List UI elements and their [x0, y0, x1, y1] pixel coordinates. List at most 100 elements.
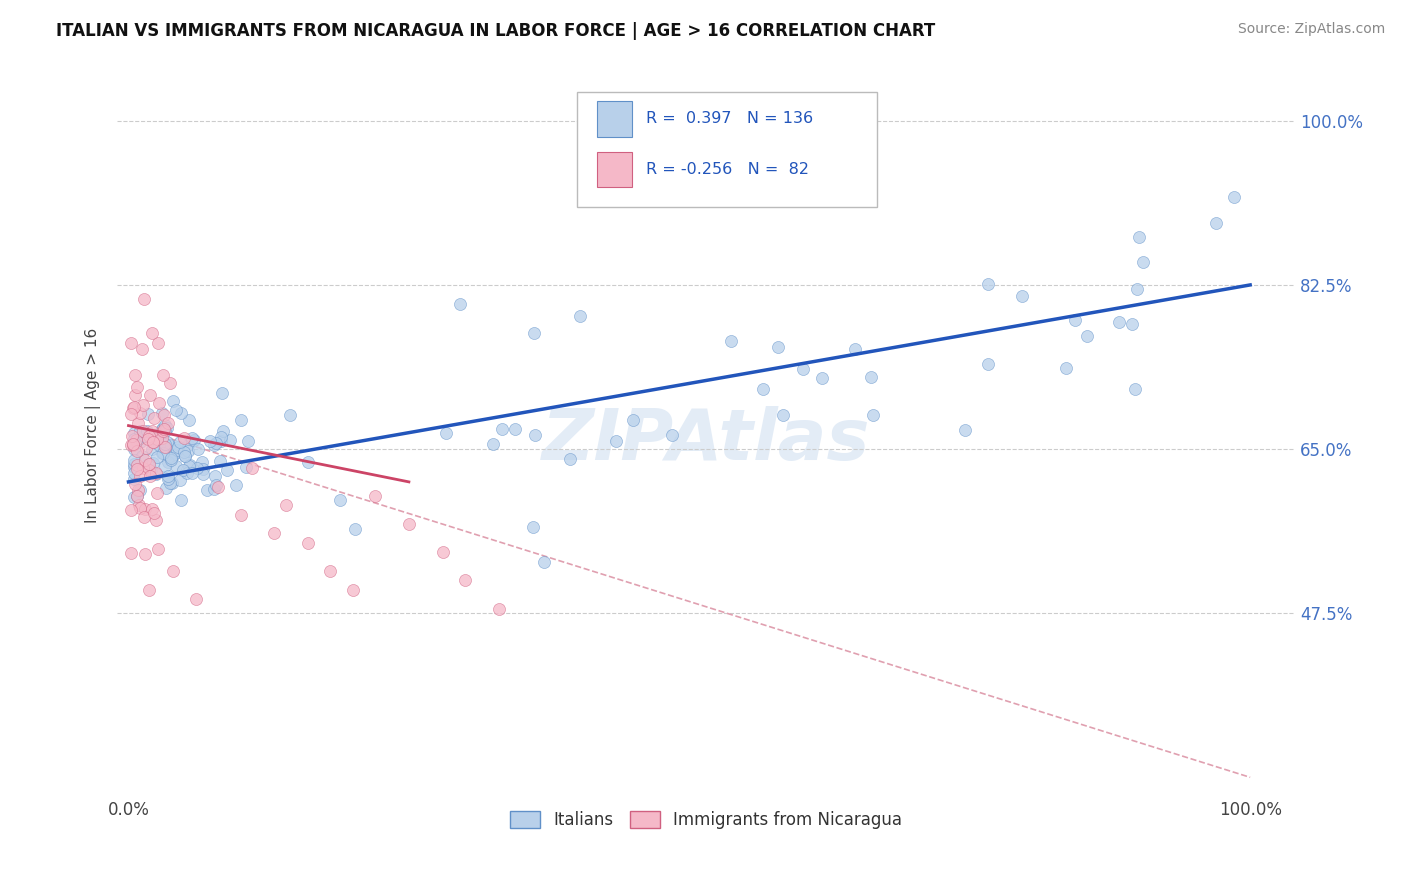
Point [198, 434, 221, 448]
Point [977, 277, 1000, 291]
Point [143, 428, 166, 442]
Point [129, 424, 152, 438]
Point [145, 513, 167, 527]
Point [191, 462, 214, 476]
Point [1054, 360, 1077, 375]
Point [165, 459, 187, 474]
Point [162, 564, 184, 578]
Legend: Italians, Immigrants from Nicaragua: Italians, Immigrants from Nicaragua [503, 805, 910, 836]
Point [364, 489, 387, 503]
Point [148, 438, 170, 452]
Point [162, 448, 184, 462]
Point [176, 437, 198, 451]
Point [132, 429, 155, 443]
Point [1125, 382, 1147, 396]
Point [976, 357, 998, 371]
Point [146, 336, 169, 351]
Point [150, 406, 173, 420]
Point [122, 401, 145, 415]
Point [142, 411, 165, 425]
Point [122, 426, 145, 441]
Point [297, 454, 319, 468]
Text: R =  0.397   N = 136: R = 0.397 N = 136 [647, 112, 813, 127]
Point [124, 388, 146, 402]
Point [152, 446, 174, 460]
Point [1223, 190, 1246, 204]
Point [141, 424, 163, 438]
Point [173, 444, 195, 458]
Point [128, 483, 150, 498]
Point [122, 460, 145, 475]
Point [772, 408, 794, 422]
Point [176, 466, 198, 480]
Point [135, 442, 157, 456]
Point [274, 499, 297, 513]
Bar [596, 101, 631, 136]
Point [142, 435, 165, 450]
Point [184, 592, 207, 607]
Point [122, 472, 145, 486]
Point [156, 416, 179, 430]
Point [153, 418, 176, 433]
Point [136, 432, 159, 446]
Point [533, 555, 555, 569]
Point [342, 582, 364, 597]
Point [132, 398, 155, 412]
Point [159, 453, 181, 467]
Point [150, 431, 173, 445]
Point [129, 406, 152, 420]
Point [120, 503, 142, 517]
Point [181, 431, 204, 445]
Point [153, 422, 176, 436]
Point [434, 425, 457, 440]
Point [215, 463, 238, 477]
Point [146, 432, 169, 446]
Point [454, 574, 477, 588]
Point [173, 449, 195, 463]
Point [146, 486, 169, 500]
Point [212, 424, 235, 438]
Point [149, 431, 172, 445]
Point [1108, 315, 1130, 329]
Point [211, 385, 233, 400]
Point [344, 522, 367, 536]
Point [240, 460, 263, 475]
Point [319, 564, 342, 578]
Point [523, 326, 546, 341]
Point [141, 456, 163, 470]
Point [165, 403, 187, 417]
Point [191, 455, 214, 469]
Point [174, 449, 197, 463]
Point [141, 462, 163, 476]
Point [153, 408, 176, 422]
Point [491, 422, 513, 436]
Point [720, 334, 742, 348]
Point [1132, 255, 1154, 269]
Point [152, 424, 174, 438]
Point [134, 502, 156, 516]
Point [128, 435, 150, 450]
Point [136, 457, 159, 471]
Point [138, 582, 160, 597]
Point [1121, 317, 1143, 331]
Point [139, 468, 162, 483]
Point [859, 369, 882, 384]
Point [148, 395, 170, 409]
Point [179, 458, 201, 472]
Text: ZIPAtlas: ZIPAtlas [541, 406, 870, 475]
Point [955, 423, 977, 437]
Point [122, 442, 145, 457]
Point [122, 453, 145, 467]
Point [120, 336, 142, 351]
Point [159, 475, 181, 490]
Point [205, 478, 228, 492]
Point [183, 433, 205, 447]
Point [146, 450, 169, 464]
Point [145, 466, 167, 480]
Point [180, 466, 202, 480]
Point [145, 467, 167, 481]
Point [225, 478, 247, 492]
Point [122, 490, 145, 504]
Point [125, 489, 148, 503]
Point [204, 468, 226, 483]
